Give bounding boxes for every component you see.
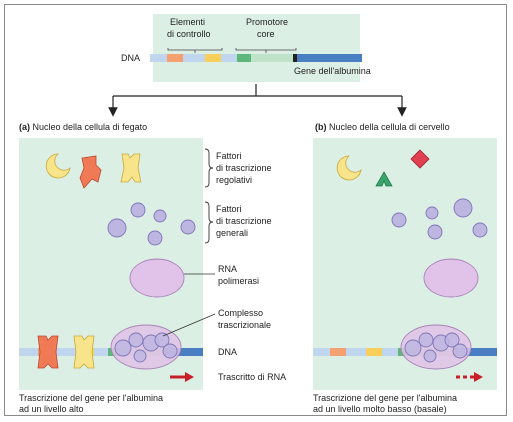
general-factor [153,209,167,223]
general-factors-label-2: di trascrizione [216,216,272,226]
dna-strand-top [150,54,362,62]
panel-b-caption-2: ad un livello molto basso (basale) [313,404,447,414]
control-elements-label-2: di controllo [167,29,211,39]
transcription-complex-label-2: trascrizionale [218,320,271,330]
general-factor [453,198,473,218]
general-factor [391,212,407,228]
dna-legend-label: DNA [218,347,237,357]
control-elements-label-1: Elementi [170,17,205,27]
panel-a-caption-1: Trascrizione del gene per l'albumina [19,393,163,403]
regulatory-factors-label-2: di trascrizione [216,163,272,173]
general-factor [107,218,127,238]
control-elements-bracket [167,48,223,53]
regulatory-factors-label-1: Fattori [216,151,242,161]
branch-connector [113,84,402,97]
general-factor [472,222,488,238]
rna-polymerase-label-1: RNA [218,264,237,274]
figure-frame [4,4,507,416]
panel-a-heading: (a) Nucleo della cellula di fegato [19,122,147,132]
regulatory-factor-crescent-a [45,153,71,179]
bound-factor-orange-a [37,335,59,369]
rna-polymerase-b [423,258,479,298]
regulatory-factor-green-b [375,171,393,187]
core-promoter-bracket [235,48,297,53]
transcription-complex-b [400,324,472,370]
general-factor [425,206,439,220]
rna-transcript-legend-label: Trascritto di RNA [218,372,286,382]
top-diagram-panel [153,14,360,82]
panel-b-caption-1: Trascrizione del gene per l'albumina [313,393,457,403]
transcription-complex-a [110,324,182,370]
general-factor [130,202,146,218]
rna-polymerase-label-2: polimerasi [218,276,259,286]
regulatory-factor-red-b [410,149,430,169]
panel-b-heading: (b) Nucleo della cellula di cervello [315,122,450,132]
general-factors-label-3: generali [216,228,248,238]
general-factor [427,224,443,240]
bound-factor-yellow-a [73,335,95,369]
general-factors-brace [204,201,214,244]
rna-polymerase-a [129,258,185,298]
panel-a-caption-2: ad un livello alto [19,404,84,414]
regulatory-factor-yellow-a [120,153,142,183]
core-promoter-label-2: core [257,29,275,39]
regulatory-factors-label-3: regolativi [216,175,252,185]
general-factor [147,230,163,246]
albumin-gene-label: Gene dell'albumina [294,66,371,76]
general-factors-b [391,198,488,240]
rna-transcript-arrowhead-a [185,372,194,382]
general-factors-label-1: Fattori [216,204,242,214]
general-factors-a [107,202,196,246]
regulatory-factors-brace [204,148,214,188]
rna-transcript-arrowhead-b [474,372,483,382]
transcription-complex-leader [162,313,216,337]
regulatory-factor-crescent-b [336,155,362,181]
dna-label-top: DNA [121,53,140,63]
general-factor [180,219,196,235]
transcription-complex-label-1: Complesso [218,308,263,318]
core-promoter-label-1: Promotore [246,17,288,27]
regulatory-factor-orange-a [79,155,102,189]
